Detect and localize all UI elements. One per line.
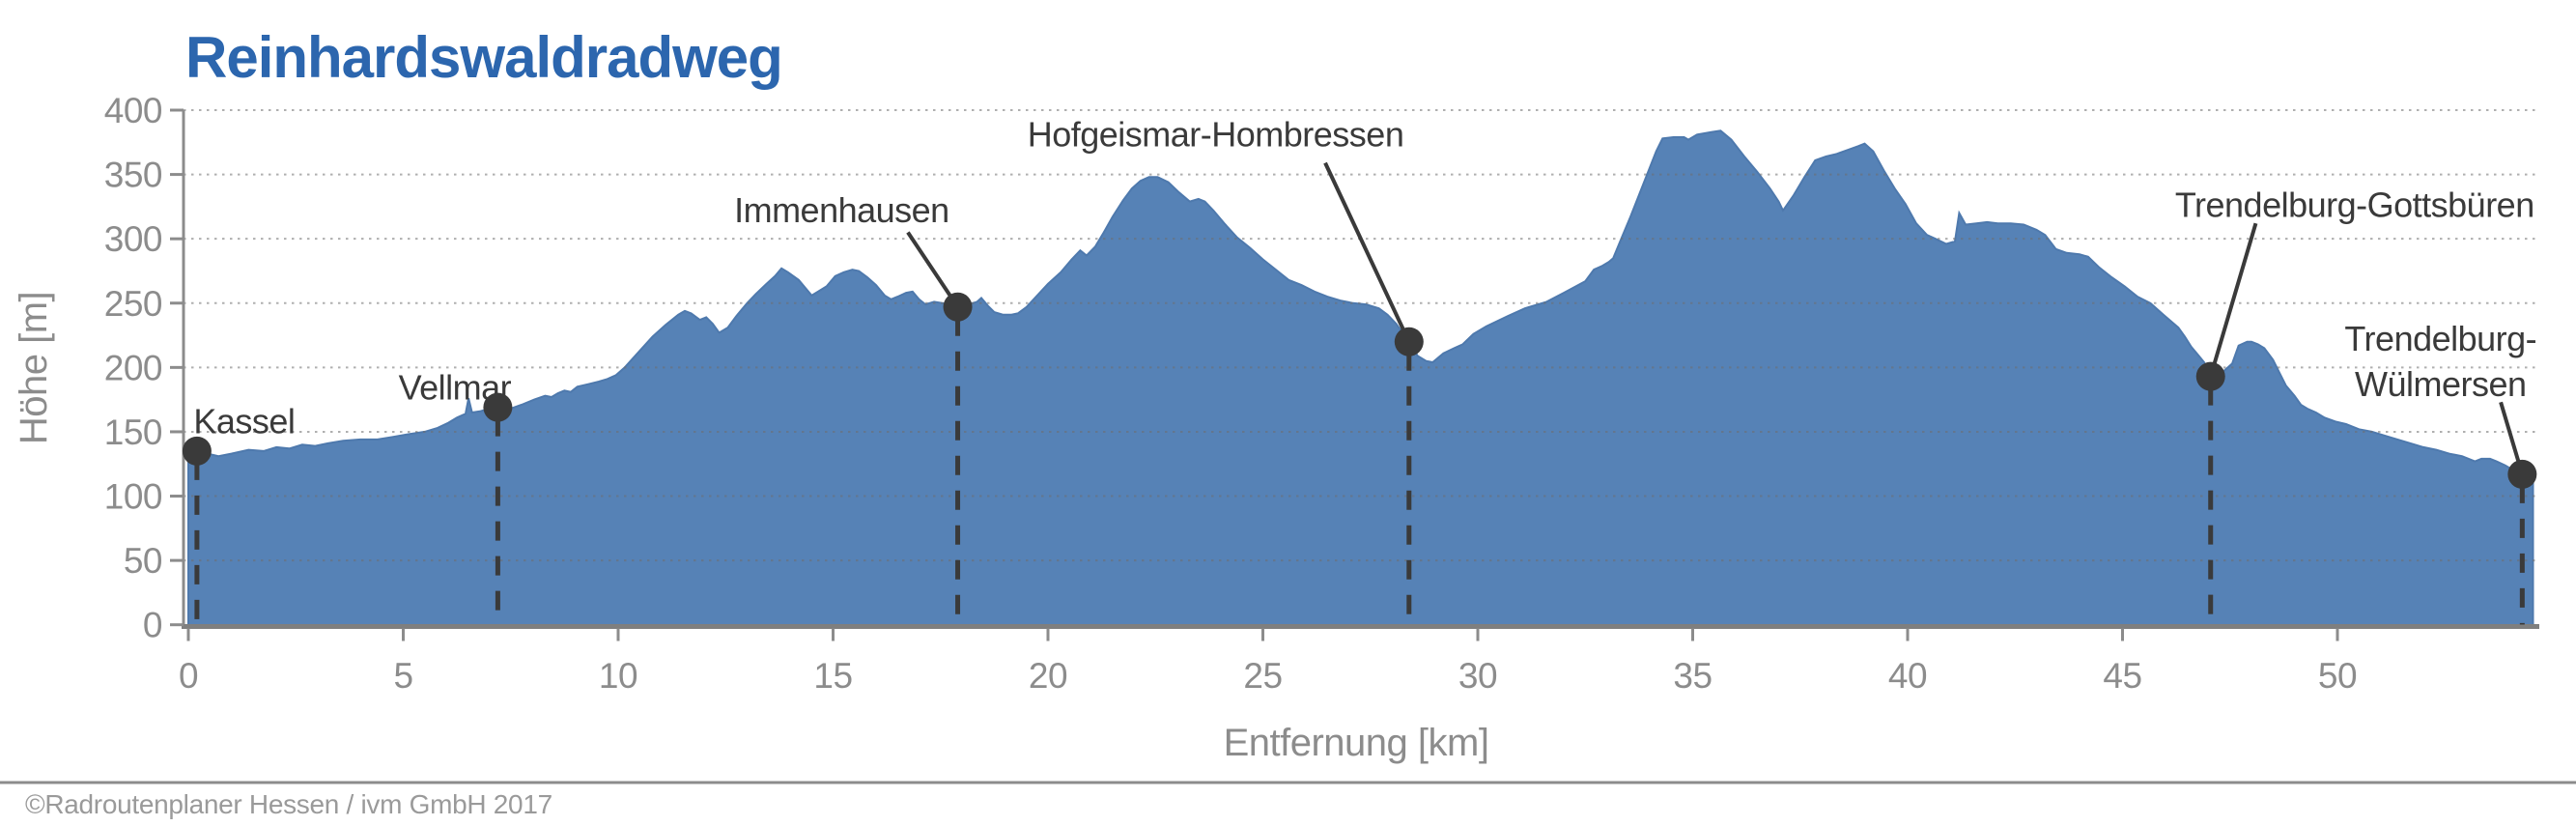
x-tick-label-0: 0 [179,656,198,696]
x-axis-title: Entfernung [km] [1224,722,1489,764]
waypoint-dot-trendelburg-w-lmersen [2507,459,2537,489]
y-tick-label-100: 100 [104,477,162,517]
waypoint-label-vellmar: Vellmar [399,368,512,408]
waypoint-marker-layer [182,161,2537,625]
waypoint-dot-vellmar [483,392,513,422]
waypoint-label-hofgeismar-hombressen: Hofgeismar-Hombressen [1028,114,1404,154]
tick-layer: 0 50 100 150 200 250 300 350 400 0 5 10 15 20 25 30 35 40… [104,91,2358,696]
waypoint-leader-trendelburg-gottsb-ren [2208,222,2258,378]
waypoint-dot-kassel [182,436,212,466]
waypoint-label-trendelburg-w-lmersen: Wülmersen [2355,364,2527,404]
x-tick-label-20: 20 [1029,656,1067,696]
waypoint-leader-hofgeismar-hombressen [1323,161,1411,343]
waypoint-dot-trendelburg-gottsb-ren [2195,361,2225,391]
x-tick-label-25: 25 [1243,656,1282,696]
y-tick-label-0: 0 [143,606,162,645]
footer-copyright: ©Radroutenplaner Hessen / ivm GmbH 2017 [25,789,552,819]
x-tick-label-35: 35 [1673,656,1712,696]
waypoint-dot-hofgeismar-hombressen [1394,327,1424,356]
y-tick-label-50: 50 [124,541,162,581]
waypoint-leader-immenhausen [906,231,960,308]
waypoint-label-layer: Kassel Vellmar Immenhausen Hofgeismar-Hombr… [193,114,2536,441]
y-tick-label-150: 150 [104,413,162,452]
x-tick-label-30: 30 [1458,656,1497,696]
waypoint-label-immenhausen: Immenhausen [734,190,949,230]
x-tick-label-50: 50 [2318,656,2357,696]
x-tick-label-40: 40 [1888,656,1927,696]
y-tick-label-300: 300 [104,219,162,259]
x-tick-label-10: 10 [599,656,637,696]
waypoint-label-kassel: Kassel [193,401,295,441]
y-axis-title: Höhe [m] [13,292,55,444]
y-tick-label-400: 400 [104,91,162,130]
y-tick-label-250: 250 [104,284,162,324]
y-tick-label-200: 200 [104,348,162,387]
waypoint-dot-immenhausen [943,292,973,322]
x-tick-label-45: 45 [2103,656,2141,696]
waypoint-label-trendelburg-w-lmersen: Trendelburg- [2344,319,2536,358]
y-tick-label-350: 350 [104,156,162,195]
page-title: Reinhardswaldradweg [185,25,782,90]
x-tick-label-15: 15 [813,656,852,696]
x-tick-label-5: 5 [393,656,412,696]
waypoint-label-trendelburg-gottsb-ren: Trendelburg-Gottsbüren [2175,185,2534,225]
